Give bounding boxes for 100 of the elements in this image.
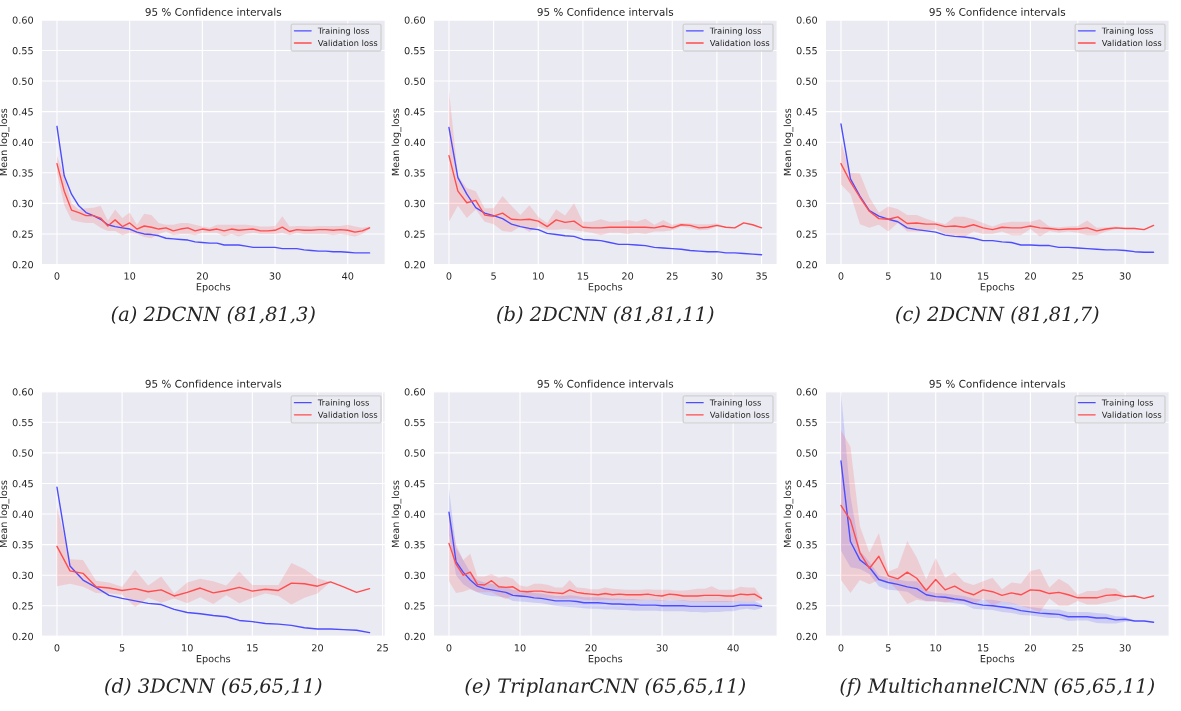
y-tick-label: 0.40 [404,138,426,147]
y-tick-label: 0.60 [404,388,426,396]
y-tick-label: 0.55 [12,46,33,55]
x-tick-label: 20 [1024,272,1036,280]
y-axis-title: Mean log_loss [783,108,794,176]
y-tick-label: 0.20 [12,261,34,269]
x-tick-label: 0 [446,644,452,652]
y-tick-label: 0.60 [404,16,426,24]
y-tick-label: 0.25 [796,602,817,610]
x-tick-label: 20 [196,272,208,280]
legend-label: Validation loss [1101,411,1162,418]
x-tick-label: 25 [1072,272,1084,280]
x-tick-label: 30 [1119,644,1131,652]
x-tick-label: 30 [269,272,281,280]
y-tick-label: 0.35 [796,169,817,177]
x-tick-label: 35 [756,272,767,280]
text: (b) 2DCNN (81,81,11) [497,306,714,324]
line-series [448,154,763,229]
chart-title: 95 % Confidence intervals [929,7,1066,16]
y-tick-label: 0.35 [404,541,425,549]
text: (f) MultichannelCNN (65,65,11) [840,677,1154,697]
y-tick-label: 0.30 [796,199,818,208]
y-tick-label: 0.50 [404,449,426,457]
y-tick-label: 0.55 [12,418,33,427]
y-tick-label: 0.40 [404,510,426,518]
x-tick-label: 20 [1024,644,1036,652]
x-tick-label: 15 [977,272,989,280]
y-axis-title: Mean log_loss [0,108,10,176]
line-series [840,460,1155,623]
y-tick-label: 0.45 [404,108,425,116]
x-tick-label: 5 [119,644,125,652]
x-axis-title: Epochs [588,282,623,293]
x-tick-label: 15 [247,644,258,652]
x-tick-label: 25 [377,644,388,652]
x-tick-label: 10 [930,644,942,652]
y-tick-label: 0.30 [796,571,818,580]
x-tick-label: 0 [446,272,452,280]
x-tick-label: 0 [838,644,844,652]
x-tick-label: 5 [885,272,891,280]
y-tick-label: 0.60 [796,16,818,24]
y-tick-label: 0.45 [12,479,33,488]
y-tick-label: 0.60 [12,16,34,24]
y-tick-label: 0.60 [796,388,818,396]
y-axis-title: Mean log_loss [0,480,10,548]
legend-label: Validation loss [709,411,770,418]
line-series [840,162,1155,232]
x-axis-title: Epochs [196,654,231,665]
y-tick-label: 0.40 [12,138,34,147]
y-tick-label: 0.25 [12,230,33,238]
chart-title: 95 % Confidence intervals [537,7,674,16]
y-tick-label: 0.25 [12,602,33,610]
x-tick-label: 40 [727,644,739,652]
line-series [56,162,371,233]
x-tick-label: 20 [622,272,634,280]
x-tick-label: 40 [342,272,354,280]
x-tick-label: 5 [885,644,891,652]
y-tick-label: 0.40 [796,138,818,147]
y-tick-label: 0.20 [796,632,818,641]
text: (d) 3DCNN (65,65,11) [105,677,322,696]
y-tick-label: 0.45 [12,108,33,116]
y-axis-title: Mean log_loss [391,108,402,176]
legend-label: Training loss [317,399,370,408]
y-tick-label: 0.35 [12,169,33,177]
y-tick-label: 0.40 [796,510,818,518]
legend-label: Validation loss [709,39,770,47]
x-tick-label: 0 [838,272,844,280]
y-tick-label: 0.60 [12,388,34,396]
y-tick-label: 0.45 [404,479,425,488]
y-tick-label: 0.35 [404,169,425,177]
y-tick-label: 0.20 [12,632,34,641]
x-tick-label: 15 [577,272,589,280]
line-series [448,126,763,256]
y-tick-label: 0.55 [404,46,425,55]
y-tick-label: 0.50 [12,77,34,85]
y-tick-label: 0.30 [404,199,426,208]
x-tick-label: 25 [1072,644,1084,652]
legend-label: Training loss [1101,27,1154,36]
x-tick-label: 30 [1119,272,1131,280]
y-axis-title: Mean log_loss [391,480,402,548]
y-tick-label: 0.25 [796,230,817,238]
text: (e) TriplanarCNN (65,65,11) [465,677,745,697]
y-tick-label: 0.35 [796,541,817,549]
y-tick-label: 0.55 [796,418,817,427]
y-tick-label: 0.55 [404,418,425,427]
y-tick-label: 0.30 [12,571,34,580]
x-tick-label: 5 [491,272,496,280]
x-tick-label: 0 [54,272,60,280]
text: (c) 2DCNN (81,81,7) [896,306,1099,324]
legend-label: Training loss [1101,399,1154,408]
line-series [840,504,1155,600]
legend-label: Validation loss [317,39,378,47]
x-tick-label: 25 [666,272,678,280]
x-tick-label: 30 [656,644,668,652]
y-axis-title: Mean log_loss [783,480,794,548]
chart-title: 95 % Confidence intervals [145,379,282,388]
legend-label: Validation loss [317,411,378,418]
chart-title: 95 % Confidence intervals [537,379,674,388]
legend-label: Validation loss [1101,39,1162,47]
y-tick-label: 0.35 [12,541,33,549]
line-series [56,545,371,597]
